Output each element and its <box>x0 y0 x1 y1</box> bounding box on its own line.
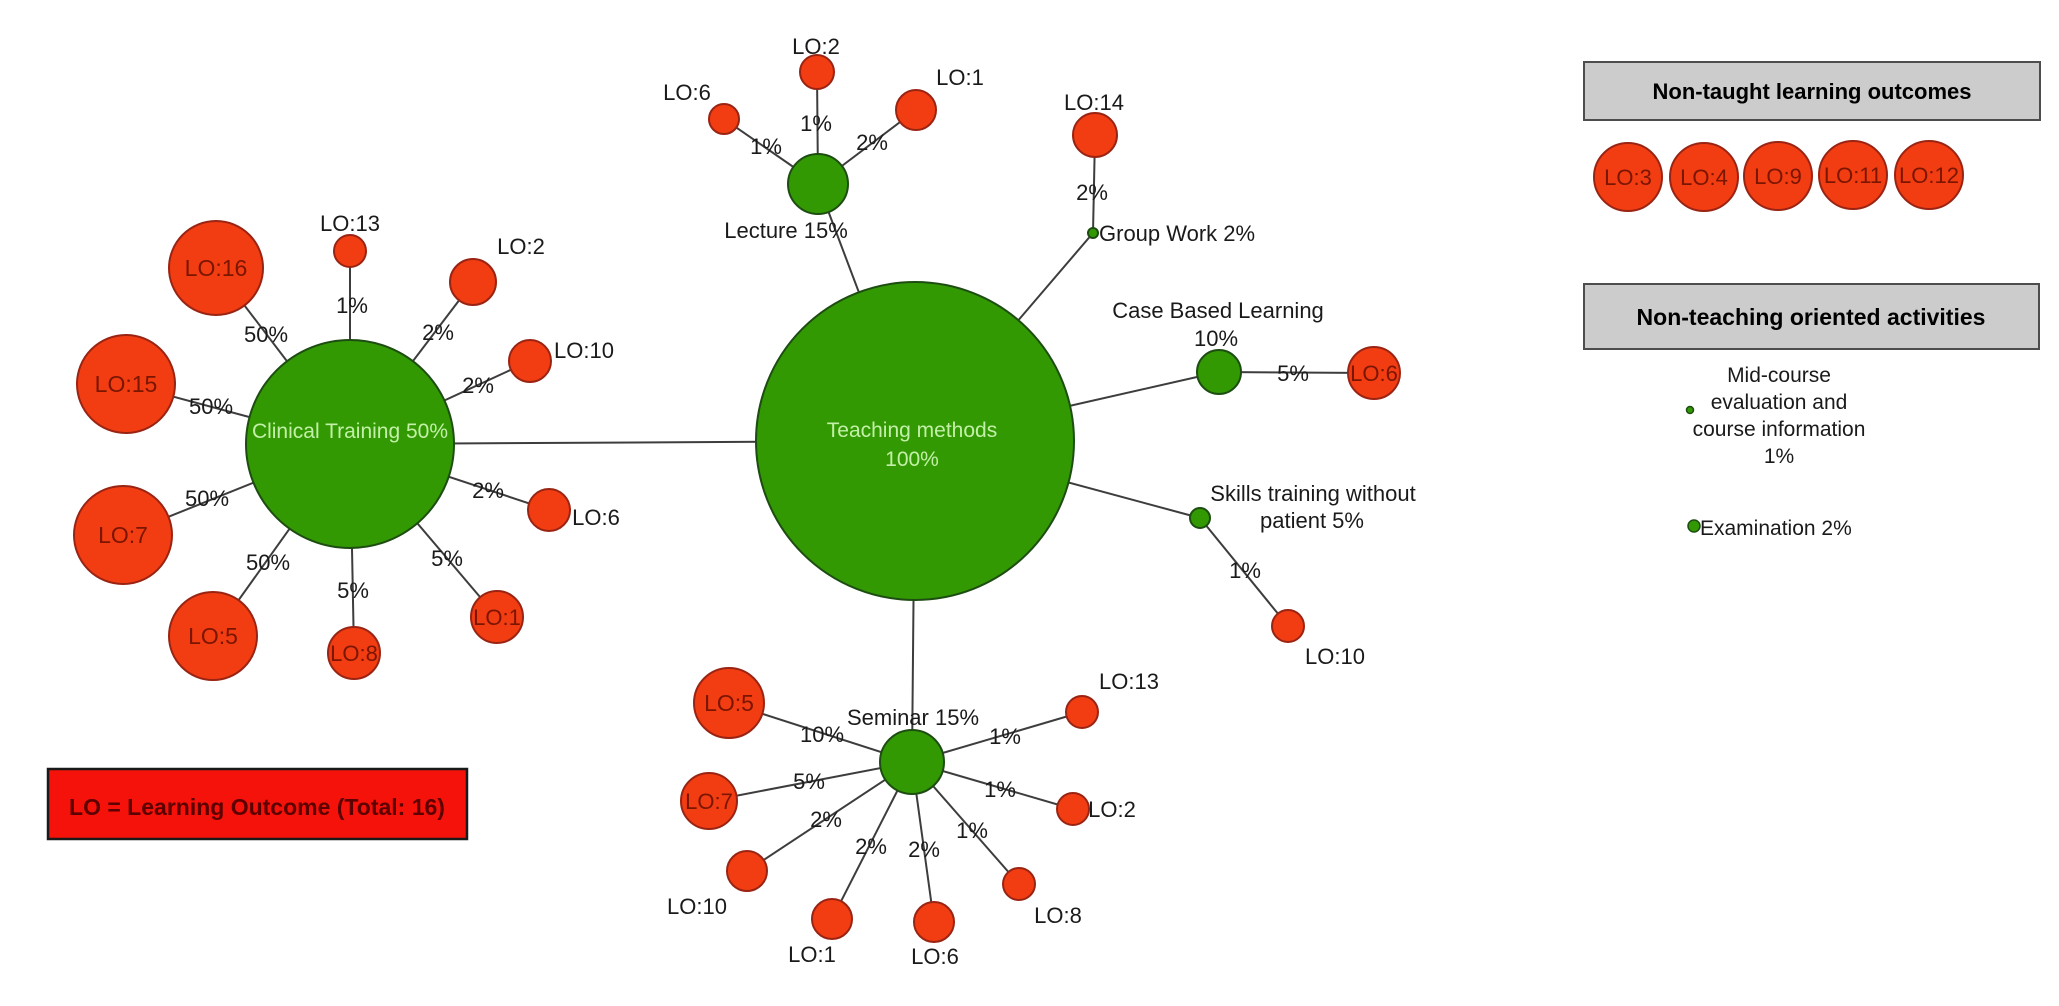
svg-text:LO:6: LO:6 <box>572 505 620 530</box>
svg-text:LO:13: LO:13 <box>320 211 380 236</box>
svg-text:1%: 1% <box>1764 445 1794 468</box>
svg-text:LO:3: LO:3 <box>1604 165 1652 190</box>
svg-text:2%: 2% <box>855 834 887 859</box>
svg-text:LO:2: LO:2 <box>792 34 840 59</box>
svg-text:1%: 1% <box>750 134 782 159</box>
svg-text:LO:6: LO:6 <box>1350 361 1398 386</box>
svg-text:LO:4: LO:4 <box>1680 165 1728 190</box>
svg-text:LO:7: LO:7 <box>685 789 733 814</box>
svg-text:evaluation and: evaluation and <box>1711 391 1848 414</box>
svg-text:LO:7: LO:7 <box>98 522 148 548</box>
svg-text:1%: 1% <box>800 111 832 136</box>
svg-text:Case Based Learning: Case Based Learning <box>1112 298 1324 323</box>
svg-text:2%: 2% <box>1076 180 1108 205</box>
svg-text:LO:16: LO:16 <box>185 255 248 281</box>
svg-text:50%: 50% <box>244 322 288 347</box>
svg-text:2%: 2% <box>472 478 504 503</box>
svg-text:Group Work 2%: Group Work 2% <box>1099 221 1255 246</box>
svg-text:5%: 5% <box>431 546 463 571</box>
svg-text:LO:12: LO:12 <box>1899 163 1959 188</box>
svg-text:1%: 1% <box>1229 558 1261 583</box>
svg-text:50%: 50% <box>185 486 229 511</box>
svg-text:10%: 10% <box>800 722 844 747</box>
svg-text:LO:8: LO:8 <box>330 641 378 666</box>
svg-text:patient 5%: patient 5% <box>1260 508 1364 533</box>
svg-text:100%: 100% <box>885 448 939 471</box>
svg-text:LO:5: LO:5 <box>704 690 754 716</box>
svg-text:50%: 50% <box>246 550 290 575</box>
svg-text:Non-taught learning outcomes: Non-taught learning outcomes <box>1653 79 1972 104</box>
svg-text:LO:6: LO:6 <box>663 80 711 105</box>
svg-text:2%: 2% <box>462 373 494 398</box>
svg-text:5%: 5% <box>337 578 369 603</box>
svg-text:LO:9: LO:9 <box>1754 164 1802 189</box>
svg-text:LO:15: LO:15 <box>95 371 158 397</box>
svg-text:LO:10: LO:10 <box>667 894 727 919</box>
svg-text:LO:10: LO:10 <box>1305 644 1365 669</box>
svg-text:Non-teaching oriented activiti: Non-teaching oriented activities <box>1637 304 1986 330</box>
svg-text:1%: 1% <box>984 777 1016 802</box>
svg-text:Skills training without: Skills training without <box>1210 481 1415 506</box>
svg-text:Mid-course: Mid-course <box>1727 364 1831 387</box>
svg-text:2%: 2% <box>856 130 888 155</box>
svg-text:Lecture 15%: Lecture 15% <box>724 218 848 243</box>
svg-text:2%: 2% <box>810 807 842 832</box>
svg-text:LO:5: LO:5 <box>188 623 238 649</box>
svg-text:Teaching methods: Teaching methods <box>827 419 997 442</box>
svg-text:course information: course information <box>1693 418 1866 441</box>
svg-text:10%: 10% <box>1194 326 1238 351</box>
svg-text:LO:13: LO:13 <box>1099 669 1159 694</box>
svg-text:Examination 2%: Examination 2% <box>1700 517 1852 540</box>
svg-text:50%: 50% <box>189 394 233 419</box>
svg-text:LO:11: LO:11 <box>1824 163 1882 188</box>
svg-text:LO:10: LO:10 <box>554 338 614 363</box>
svg-text:5%: 5% <box>1277 361 1309 386</box>
svg-text:1%: 1% <box>956 818 988 843</box>
svg-text:LO:1: LO:1 <box>936 65 984 90</box>
svg-text:1%: 1% <box>989 724 1021 749</box>
svg-text:LO:14: LO:14 <box>1064 90 1124 115</box>
svg-text:LO = Learning Outcome (Total:: LO = Learning Outcome (Total: 16) <box>69 794 445 820</box>
svg-text:LO:8: LO:8 <box>1034 903 1082 928</box>
svg-text:5%: 5% <box>793 769 825 794</box>
svg-text:2%: 2% <box>422 320 454 345</box>
svg-text:LO:1: LO:1 <box>788 942 836 967</box>
svg-text:2%: 2% <box>908 837 940 862</box>
svg-text:LO:6: LO:6 <box>911 944 959 969</box>
svg-text:LO:2: LO:2 <box>497 234 545 259</box>
svg-text:Clinical Training 50%: Clinical Training 50% <box>252 420 448 443</box>
svg-text:LO:1: LO:1 <box>473 605 521 630</box>
svg-text:Seminar 15%: Seminar 15% <box>847 705 979 730</box>
svg-text:LO:2: LO:2 <box>1088 797 1136 822</box>
svg-text:1%: 1% <box>336 293 368 318</box>
